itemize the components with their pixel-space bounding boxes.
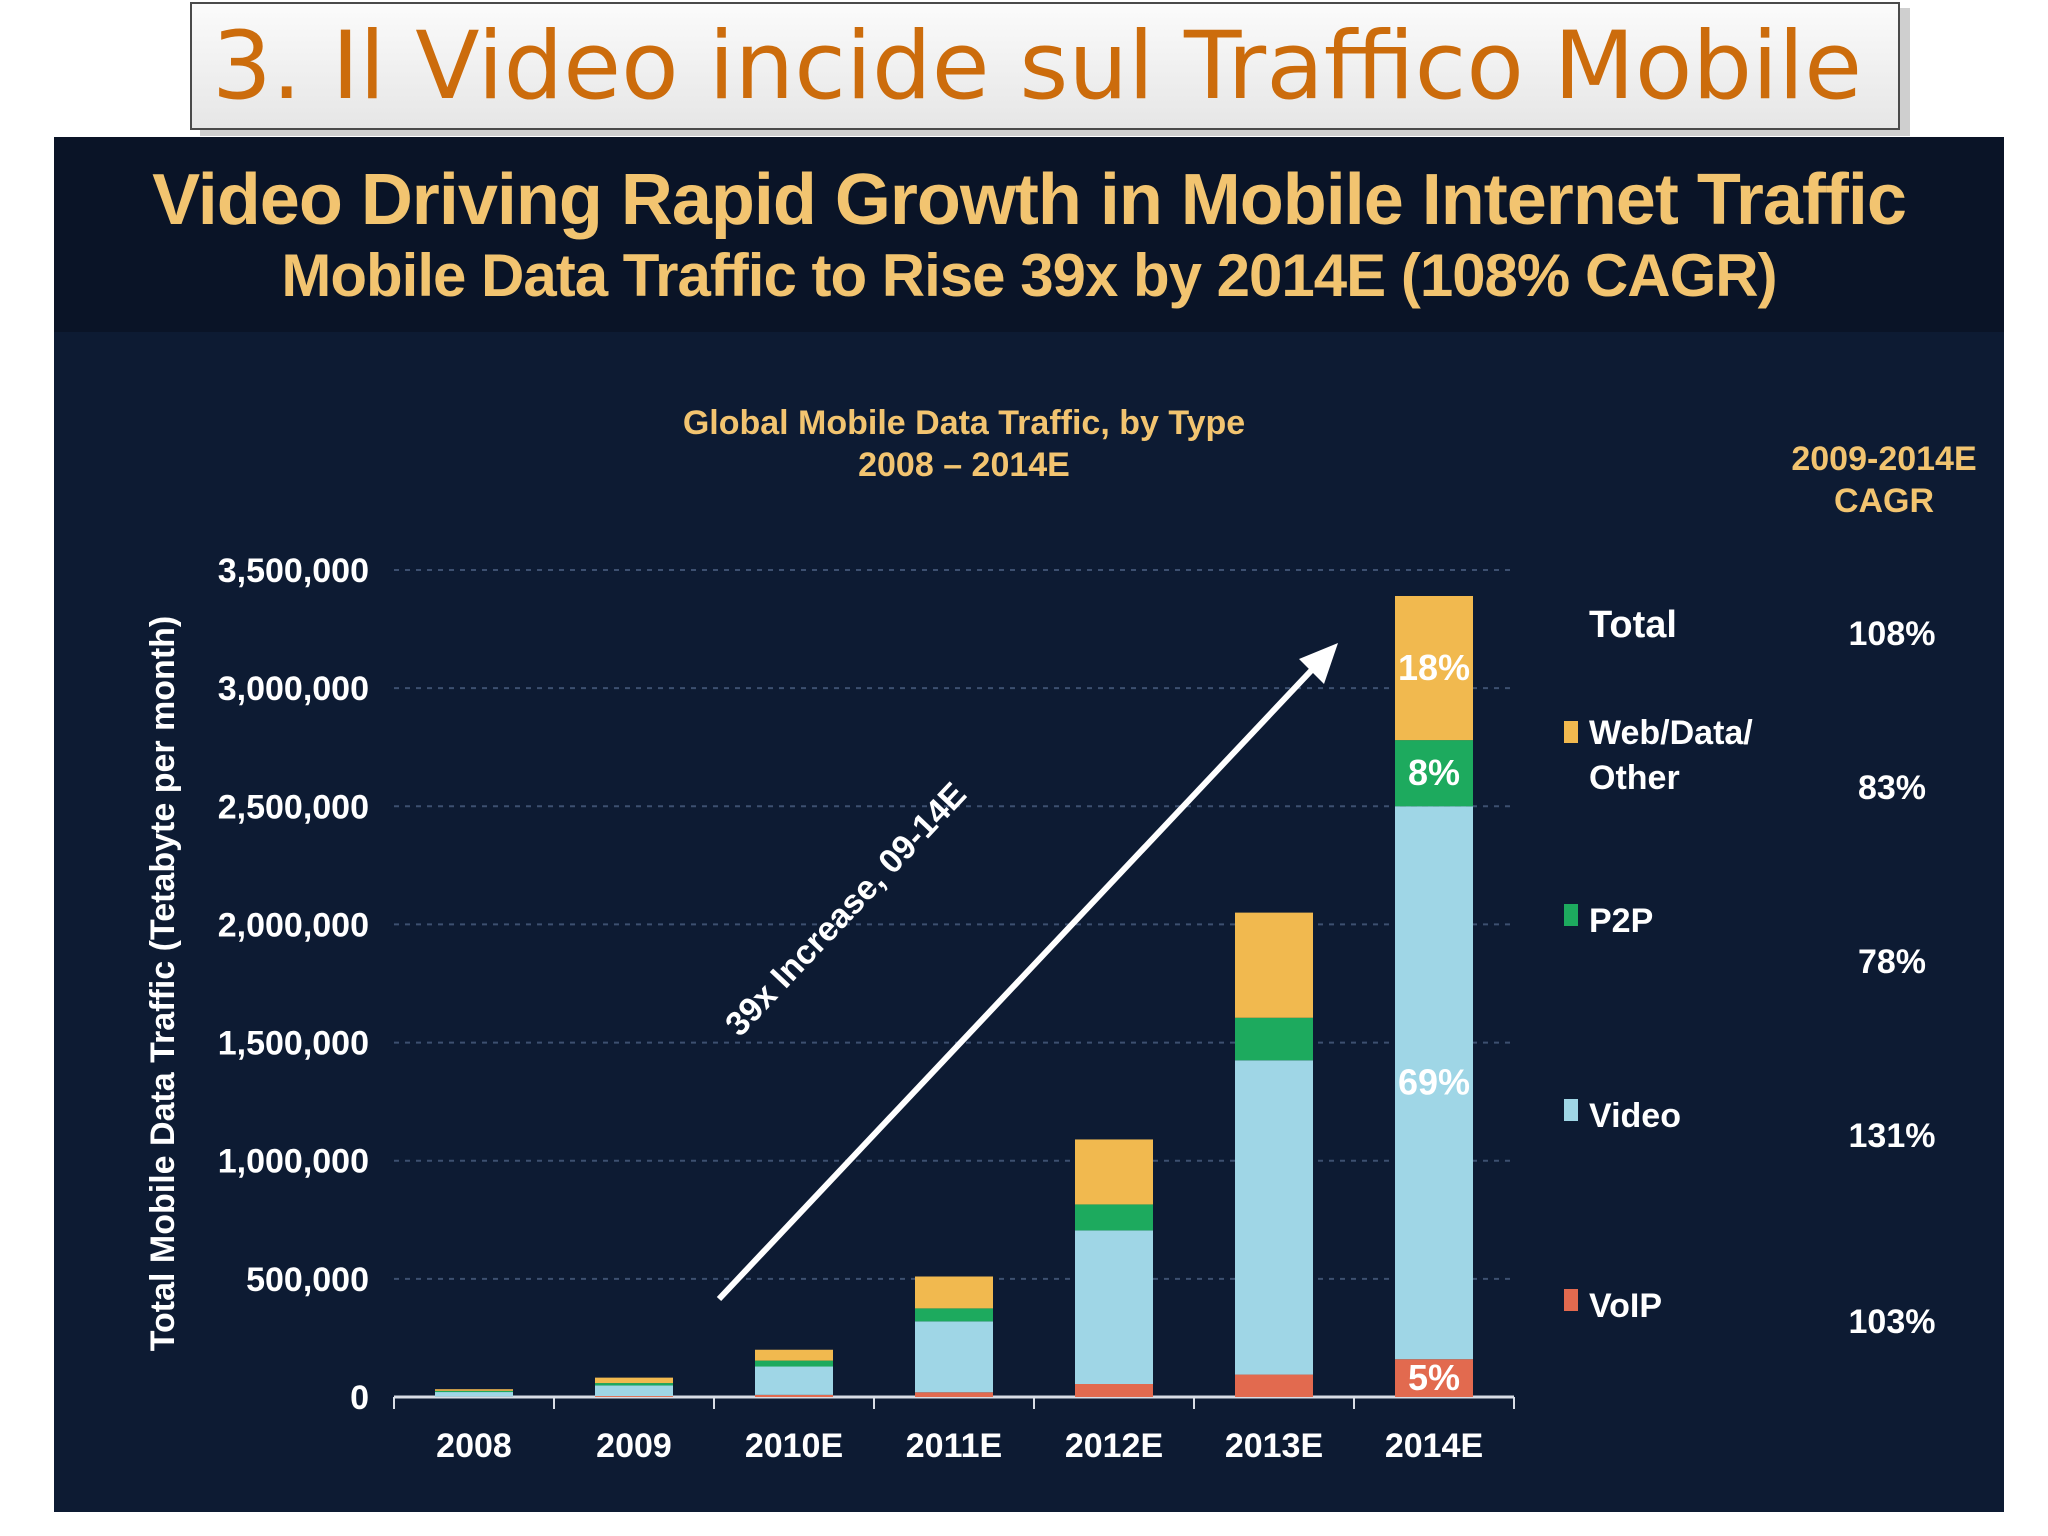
chart-title: Global Mobile Data Traffic, by Type <box>683 404 1245 442</box>
legend-swatch-web <box>1564 721 1578 743</box>
legend-label: Video <box>1589 1097 1681 1135</box>
cagr-value: 108% <box>1849 615 1936 653</box>
x-tick-label: 2008 <box>436 1427 512 1465</box>
bar-segment-video <box>915 1321 993 1393</box>
bar-segment-voip <box>1395 1359 1473 1397</box>
segment-label: 8% <box>1408 752 1460 793</box>
y-tick-label: 2,000,000 <box>218 906 369 944</box>
cagr-value: 83% <box>1858 769 1926 807</box>
panel-subheadline: Mobile Data Traffic to Rise 39x by 2014E… <box>281 242 1777 309</box>
segment-label: 5% <box>1408 1357 1460 1398</box>
legend-swatch-video <box>1564 1099 1578 1121</box>
bar-segment-video <box>595 1385 673 1397</box>
x-tick-label: 2011E <box>906 1427 1002 1465</box>
legend-label: Total <box>1589 604 1677 646</box>
bar-segment-p2p <box>595 1383 673 1386</box>
bar-segment-p2p <box>1075 1204 1153 1231</box>
cagr-value: 103% <box>1849 1303 1936 1341</box>
legend-swatch-voip <box>1564 1289 1578 1311</box>
cagr-header: CAGR <box>1834 482 1934 520</box>
x-tick-label: 2013E <box>1225 1427 1323 1465</box>
bar-segment-web <box>755 1349 833 1361</box>
bar-segment-voip <box>1075 1384 1153 1397</box>
bar-segment-p2p <box>1235 1017 1313 1061</box>
bar-segment-web <box>915 1276 993 1309</box>
y-axis-label: Total Mobile Data Traffic (Tetabyte per … <box>144 616 182 1351</box>
bar-segment-p2p <box>915 1308 993 1322</box>
bar-segment-p2p <box>1395 740 1473 807</box>
x-tick-label: 2012E <box>1065 1427 1163 1465</box>
bar-segment-web <box>1235 912 1313 1018</box>
cagr-header: 2009-2014E <box>1791 440 1976 478</box>
cagr-value: 78% <box>1858 943 1926 981</box>
growth-annotation: 39x Increase, 09-14E <box>718 775 974 1043</box>
bar-segment-video <box>1235 1060 1313 1375</box>
bar-segment-web <box>435 1389 513 1391</box>
segment-label: 69% <box>1398 1062 1470 1103</box>
bar-segment-video <box>435 1392 513 1397</box>
y-tick-label: 1,500,000 <box>218 1025 369 1063</box>
y-tick-label: 0 <box>350 1379 369 1417</box>
panel-header: Video Driving Rapid Growth in Mobile Int… <box>54 137 2004 332</box>
x-tick-label: 2010E <box>745 1427 843 1465</box>
bar-segment-voip <box>595 1396 673 1397</box>
segment-label: 18% <box>1398 647 1470 688</box>
bar-segment-voip <box>915 1392 993 1397</box>
y-tick-label: 1,000,000 <box>218 1143 369 1181</box>
bar-segment-p2p <box>435 1390 513 1393</box>
y-tick-label: 500,000 <box>246 1261 369 1299</box>
slide-title-box: 3. Il Video incide sul Traffico Mobile <box>190 2 1900 130</box>
bar-segment-web <box>1395 595 1473 741</box>
legend-label: Other <box>1589 759 1680 797</box>
x-tick-label: 2009 <box>596 1427 672 1465</box>
bar-segment-voip <box>755 1394 833 1397</box>
bar-segment-web <box>595 1377 673 1384</box>
panel-headline: Video Driving Rapid Growth in Mobile Int… <box>152 160 1907 240</box>
bar-segment-video <box>1075 1230 1153 1385</box>
legend-label: VoIP <box>1589 1287 1662 1325</box>
bar-segment-video <box>755 1366 833 1395</box>
y-tick-label: 2,500,000 <box>218 788 369 826</box>
arrow-head-icon <box>1299 643 1338 684</box>
chart-panel: Video Driving Rapid Growth in Mobile Int… <box>54 137 2004 1512</box>
bar-segment-voip <box>1235 1374 1313 1397</box>
growth-arrow-line <box>716 654 1327 1302</box>
legend-swatch-p2p <box>1564 904 1578 926</box>
cagr-value: 131% <box>1849 1117 1936 1155</box>
legend-label: Web/Data/ <box>1589 714 1753 752</box>
y-tick-label: 3,500,000 <box>218 552 369 590</box>
bar-segment-p2p <box>755 1360 833 1367</box>
chart-subtitle: 2008 – 2014E <box>858 446 1070 484</box>
bar-segment-video <box>1395 806 1473 1360</box>
legend-label: P2P <box>1589 902 1653 940</box>
stacked-bar-chart: Global Mobile Data Traffic, by Type 2008 … <box>144 404 1977 1465</box>
x-tick-label: 2014E <box>1385 1427 1483 1465</box>
bar-segment-web <box>1075 1139 1153 1205</box>
y-tick-label: 3,000,000 <box>218 670 369 708</box>
slide-title: 3. Il Video incide sul Traffico Mobile <box>212 12 1863 121</box>
